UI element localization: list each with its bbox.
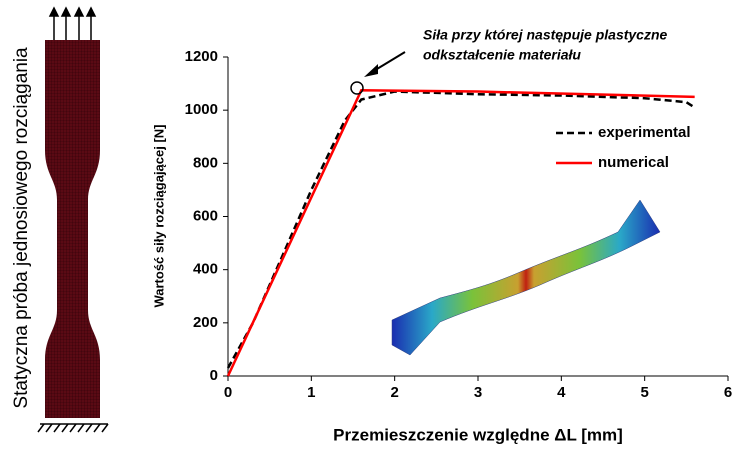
x-tick-label: 4 [557, 384, 566, 401]
annotation-arrow [364, 52, 405, 77]
y-tick-label: 600 [193, 207, 218, 224]
specimen [38, 8, 108, 432]
chart: Statyczna próba jednosiowego rozciągania… [0, 0, 736, 449]
legend-label: experimental [598, 124, 691, 141]
x-tick-label: 5 [640, 384, 648, 401]
x-tick-label: 3 [474, 384, 482, 401]
y-tick-label: 1000 [185, 101, 218, 118]
x-axis-label: Przemieszczenie względne ΔL [mm] [333, 425, 623, 444]
y-tick-label: 0 [210, 367, 218, 384]
annotation: Siła przy której następuje plastyczne [423, 27, 668, 43]
x-tick-label: 0 [224, 384, 232, 401]
y-tick-label: 1200 [185, 48, 218, 65]
y-axis-label: Wartość siły rozciągającej [N] [151, 124, 166, 307]
y-tick-label: 400 [193, 261, 218, 278]
x-tick-label: 6 [724, 384, 732, 401]
side-label: Statyczna próba jednosiowego rozciągania [11, 47, 32, 409]
x-tick-label: 1 [307, 384, 315, 401]
annotation: odkształcenie materiału [423, 47, 581, 63]
y-tick-label: 200 [193, 314, 218, 331]
legend-label: numerical [598, 154, 669, 171]
yield-marker [351, 82, 363, 94]
fem-specimen [392, 200, 660, 355]
y-tick-label: 800 [193, 154, 218, 171]
x-tick-label: 2 [390, 384, 398, 401]
